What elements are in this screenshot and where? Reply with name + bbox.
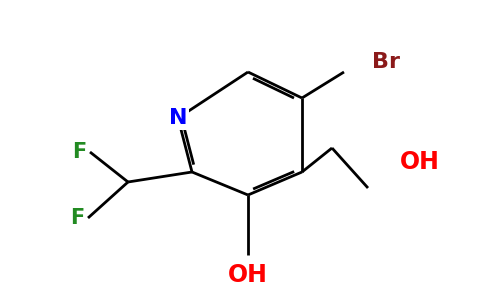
Text: Br: Br — [372, 52, 400, 72]
Text: F: F — [70, 208, 84, 228]
Text: OH: OH — [400, 150, 440, 174]
Text: F: F — [72, 142, 86, 162]
Text: OH: OH — [228, 263, 268, 287]
Text: N: N — [169, 108, 187, 128]
